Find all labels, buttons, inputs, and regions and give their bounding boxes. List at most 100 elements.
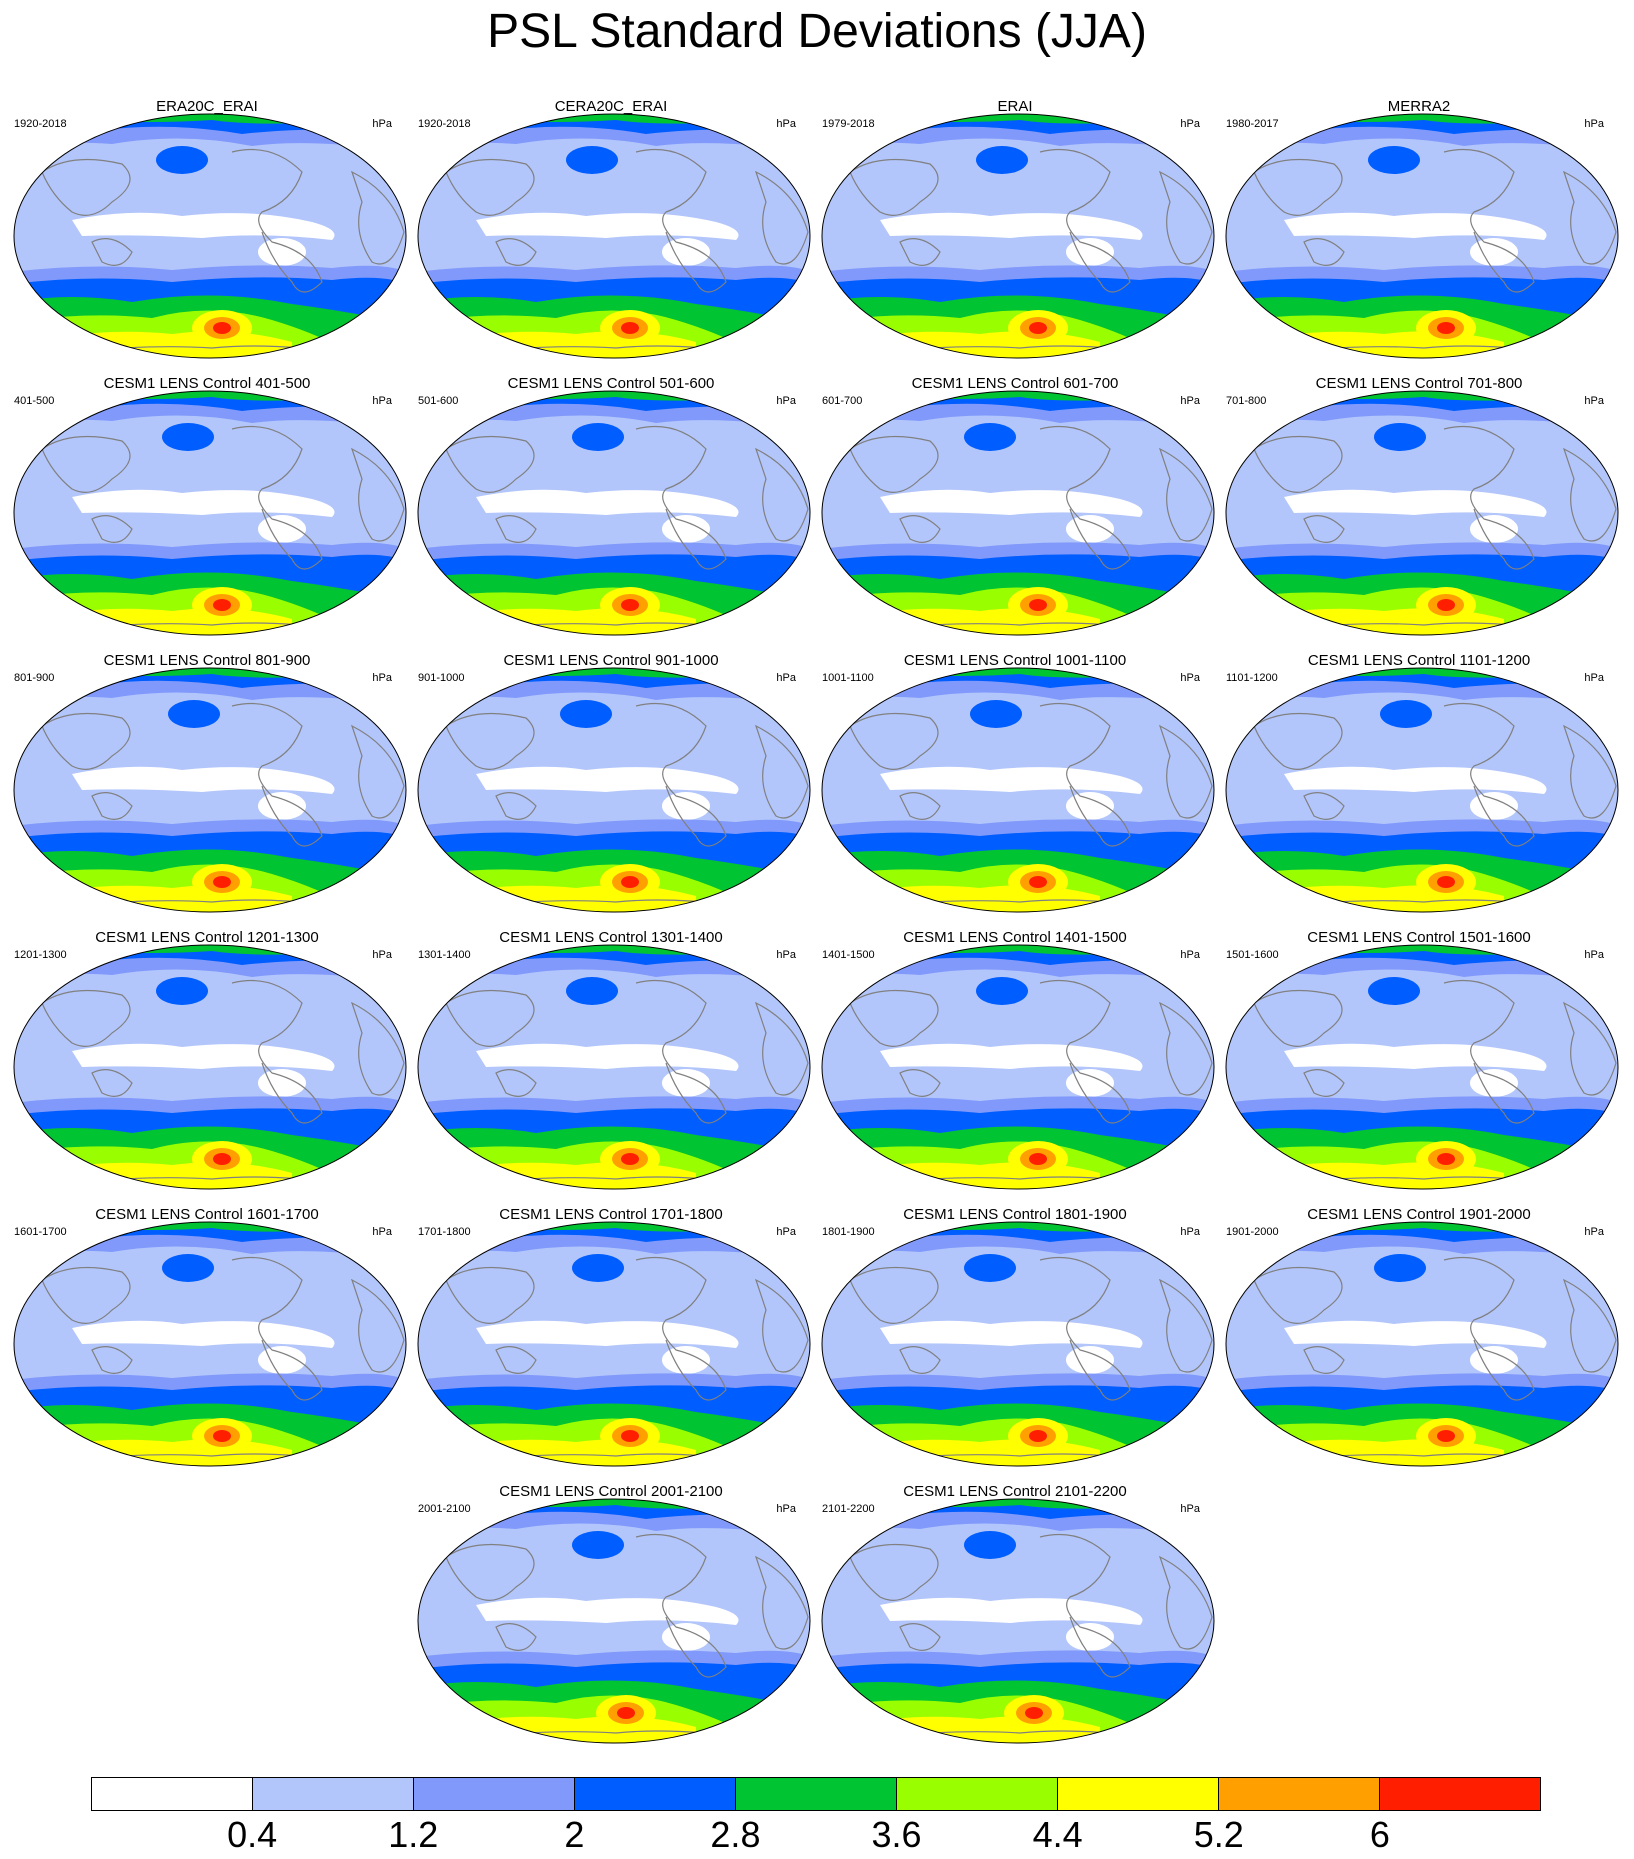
africa-europe-outline (350, 1278, 405, 1373)
panel-unit: hPa (776, 949, 796, 961)
north-pacific-blob (156, 977, 208, 1005)
colorbar-swatch (1219, 1778, 1380, 1810)
world-map (13, 944, 407, 1190)
asia-outline (1253, 989, 1343, 1047)
asia-outline (41, 158, 131, 216)
americas-outline (1443, 702, 1535, 847)
africa-europe-outline (1158, 447, 1213, 542)
asia-outline (41, 989, 131, 1047)
australia-outline (91, 1069, 133, 1097)
map-border (1225, 667, 1619, 913)
panel-period: 1001-1100 (822, 672, 874, 684)
asia-outline (41, 435, 131, 493)
north-pacific-blob (976, 977, 1028, 1005)
world-map (821, 390, 1215, 636)
australia-outline (899, 515, 941, 543)
australia-outline (495, 792, 537, 820)
panel-title: CESM1 LENS Control 1701-1800 (499, 1206, 723, 1223)
panel-title: CESM1 LENS Control 1901-2000 (1307, 1206, 1531, 1223)
figure-title: PSL Standard Deviations (JJA) (487, 5, 1147, 58)
map-panel: ERAI 1979-2018 hPa (814, 98, 1216, 362)
australia-outline (91, 792, 133, 820)
australia-outline (1303, 1069, 1345, 1097)
australia-outline (1303, 515, 1345, 543)
panel-period: 501-600 (418, 395, 459, 407)
panel-title: CESM1 LENS Control 901-1000 (503, 652, 719, 669)
australia-outline (91, 238, 133, 266)
world-map (1225, 1221, 1619, 1467)
panel-period: 1201-1300 (14, 949, 67, 961)
americas-outline (635, 425, 727, 570)
map-border (13, 1221, 407, 1467)
panel-title: CESM1 LENS Control 1801-1900 (903, 1206, 1127, 1223)
panel-period: 2101-2200 (822, 1503, 875, 1515)
americas-outline (231, 148, 323, 293)
africa-europe-outline (1562, 1001, 1617, 1096)
americas-outline (1039, 1256, 1131, 1401)
colorbar (91, 1777, 1541, 1811)
panel-title: CESM1 LENS Control 601-700 (911, 375, 1119, 392)
world-map (821, 113, 1215, 359)
colorbar-swatch (414, 1778, 575, 1810)
north-pacific-blob (1374, 423, 1426, 451)
colorbar-tick-label: 3.6 (871, 1814, 922, 1855)
world-map (821, 944, 1215, 1190)
world-map (417, 1221, 811, 1467)
map-panel: CESM1 LENS Control 701-800 701-800 hPa (1218, 375, 1620, 639)
map-border (821, 667, 1215, 913)
map-border (821, 113, 1215, 359)
panel-title: CERA20C_ERAI (554, 98, 668, 115)
asia-outline (1253, 1266, 1343, 1324)
americas-outline (231, 1256, 323, 1401)
americas-outline (1039, 425, 1131, 570)
panel-title: CESM1 LENS Control 501-600 (507, 375, 715, 392)
panel-title: CESM1 LENS Control 801-900 (103, 652, 311, 669)
map-border (417, 1498, 811, 1744)
map-panel: CESM1 LENS Control 1601-1700 1601-1700 hPa (6, 1206, 408, 1470)
map-border (1225, 390, 1619, 636)
asia-outline (849, 989, 939, 1047)
panel-period: 401-500 (14, 395, 55, 407)
map-panel: CESM1 LENS Control 1501-1600 1501-1600 hPa (1218, 929, 1620, 1193)
americas-outline (635, 979, 727, 1124)
americas-outline (635, 1533, 727, 1678)
americas-outline (1443, 1256, 1535, 1401)
australia-outline (495, 238, 537, 266)
north-pacific-blob (1380, 700, 1432, 728)
australia-outline (1303, 1346, 1345, 1374)
map-border (417, 944, 811, 1190)
americas-outline (1443, 425, 1535, 570)
north-pacific-blob (162, 1254, 214, 1282)
asia-outline (849, 435, 939, 493)
africa-europe-outline (754, 447, 809, 542)
australia-outline (495, 1346, 537, 1374)
map-border (1225, 1221, 1619, 1467)
africa-europe-outline (754, 170, 809, 265)
world-map (417, 944, 811, 1190)
panel-unit: hPa (776, 1226, 796, 1238)
americas-outline (1039, 979, 1131, 1124)
asia-outline (849, 158, 939, 216)
colorbar-swatch (1380, 1778, 1540, 1810)
map-border (13, 113, 407, 359)
map-panel: CESM1 LENS Control 2101-2200 2101-2200 hPa (814, 1483, 1216, 1747)
asia-outline (1253, 712, 1343, 770)
americas-outline (231, 979, 323, 1124)
africa-europe-outline (1158, 1555, 1213, 1650)
asia-outline (445, 435, 535, 493)
north-pacific-blob (560, 700, 612, 728)
north-pacific-blob (1374, 1254, 1426, 1282)
map-border (417, 1221, 811, 1467)
map-border (821, 944, 1215, 1190)
map-panel: CERA20C_ERAI 1920-2018 hPa (410, 98, 812, 362)
panel-period: 1501-1600 (1226, 949, 1279, 961)
panel-unit: hPa (1584, 118, 1604, 130)
panel-title: CESM1 LENS Control 1601-1700 (95, 1206, 319, 1223)
colorbar-tick-label: 0.4 (227, 1814, 278, 1855)
north-pacific-blob (572, 1531, 624, 1559)
map-border (417, 113, 811, 359)
africa-europe-outline (754, 724, 809, 819)
colorbar-swatch (575, 1778, 736, 1810)
panel-unit: hPa (372, 1226, 392, 1238)
panel-unit: hPa (1180, 672, 1200, 684)
